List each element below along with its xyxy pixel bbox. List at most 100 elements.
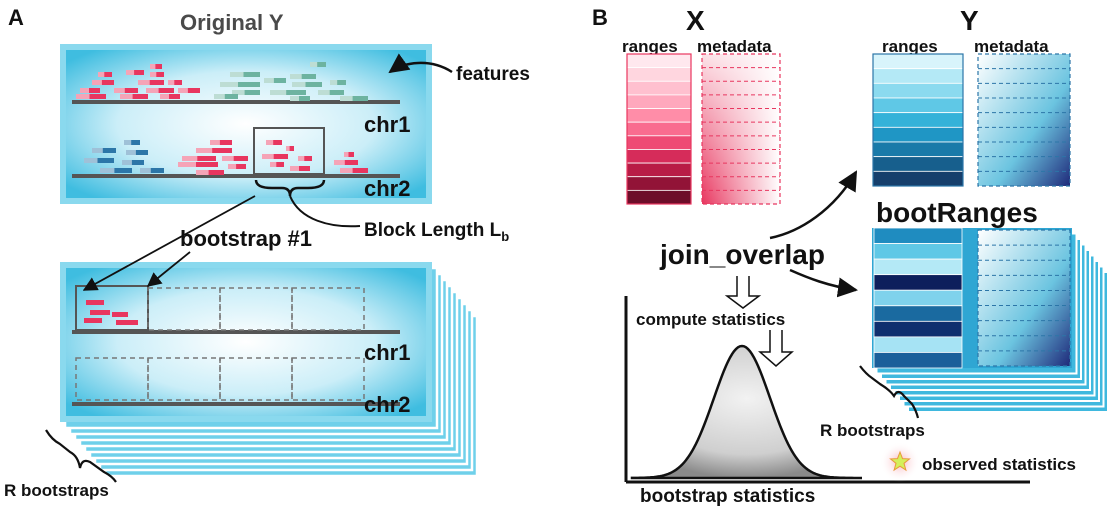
feature-bar [270,162,284,167]
y-ranges-table [872,53,964,187]
observed-star-icon [889,450,911,472]
feature-bar-highlight [344,152,349,157]
feature-bar [150,72,164,77]
feature-bar [262,154,288,159]
feature-bar-highlight [126,70,135,75]
feature-bar-highlight [264,78,274,83]
feature-bar-highlight [340,168,353,173]
panel-b-letter: B [592,5,608,30]
feature-bar-highlight [210,140,220,145]
feature-bar [220,82,260,87]
feature-bar [292,82,322,87]
y-ranges-label: ranges [882,37,938,56]
feature-bar-highlight [124,140,132,145]
join-to-y-arrow [769,170,858,240]
feature-bar [210,140,232,145]
feature-bar-highlight [262,154,274,159]
feature-bar-highlight [230,72,244,77]
feature-bar [150,64,162,69]
bootranges-label: bootRanges [876,197,1038,228]
chr2-features [84,140,368,175]
feature-bar-highlight [330,80,338,85]
feature-bar [318,90,344,95]
bootstrap-1-label: bootstrap #1 [180,226,312,251]
feature-bar [266,140,282,145]
feature-bar-highlight [98,72,105,77]
feature-bar [100,168,132,173]
feature-bar [178,88,200,93]
feature-bar [160,94,180,99]
join-down-arrow [724,276,762,309]
original-y-panel [60,44,432,204]
r-bootstraps-label-b: R bootstraps [820,421,925,440]
feature-bar-highlight [168,80,175,85]
feature-bar-highlight [318,90,330,95]
r-bootstraps-brace-b [859,365,920,419]
y-metadata-table [977,53,1071,187]
feature-bar [84,158,114,163]
feature-bar [92,80,114,85]
chr1-features [76,62,368,101]
feature-bar-highlight [92,148,103,153]
feature-bar-highlight [290,166,299,171]
feature-bar-highlight [290,74,302,79]
chr1-label-bootstrap: chr1 [364,340,410,365]
feature-bar [178,162,218,167]
feature-bar-highlight [178,162,196,167]
feature-bar-highlight [80,88,89,93]
observed-statistics-label: observed statistics [922,455,1076,474]
x-ranges-label: ranges [622,37,678,56]
feature-bar [228,164,246,169]
y-metadata-label: metadata [974,37,1049,56]
bootstrap-statistics-label: bootstrap statistics [640,486,815,507]
block-length-leader [289,195,361,228]
feature-bar [214,94,238,99]
feature-bar-highlight [126,150,136,155]
bootstrap-1-panel [60,262,432,422]
x-metadata-label: metadata [697,37,772,56]
feature-bar [196,170,224,175]
features-arrow [388,53,453,74]
feature-bar [270,90,306,95]
feature-bar-highlight [178,88,188,93]
feature-bar [232,90,260,95]
compute-down-arrow [758,330,794,367]
feature-bar-highlight [222,156,234,161]
join-overlap-label: join_overlap [659,239,825,270]
bootstrap-distribution [624,296,1030,484]
block-length-label: Block Length Lb [364,220,509,244]
feature-bar [264,78,286,83]
feature-bar-highlight [92,80,102,85]
feature-bar-highlight [266,140,274,145]
feature-bar [230,72,260,77]
feature-bar [146,88,174,93]
feature-bar-highlight [214,94,225,99]
feature-bar [222,156,248,161]
feature-bar [182,156,216,161]
feature-bar-highlight [228,164,237,169]
feature-bar [126,150,148,155]
chr2-label-bootstrap: chr2 [364,392,410,417]
y-title: Y [960,5,979,36]
original-y-title: Original Y [180,10,284,35]
feature-bar-highlight [290,96,299,101]
block-sample-arrow [82,195,256,291]
feature-bar-highlight [270,162,277,167]
feature-bar [120,94,148,99]
feature-bar [340,96,368,101]
feature-bar [330,80,346,85]
feature-bar [340,168,368,173]
feature-bar [138,80,164,85]
feature-bar-highlight [114,88,125,93]
join-to-bootranges-arrow [789,268,858,298]
feature-bar-highlight [196,148,213,153]
feature-bar [122,160,144,165]
x-metadata-table [701,53,781,205]
feature-bar-highlight [232,90,245,95]
feature-bar-highlight [122,160,132,165]
feature-bar-highlight [150,72,157,77]
features-label: features [456,64,530,85]
feature-bar-highlight [100,168,115,173]
feature-bar-highlight [292,82,306,87]
